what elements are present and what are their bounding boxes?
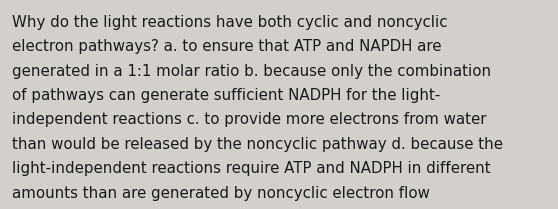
Text: electron pathways? a. to ensure that ATP and NAPDH are: electron pathways? a. to ensure that ATP… (12, 39, 442, 54)
Text: of pathways can generate sufficient NADPH for the light-: of pathways can generate sufficient NADP… (12, 88, 441, 103)
Text: light-independent reactions require ATP and NADPH in different: light-independent reactions require ATP … (12, 161, 491, 176)
Text: amounts than are generated by noncyclic electron flow: amounts than are generated by noncyclic … (12, 186, 430, 201)
Text: independent reactions c. to provide more electrons from water: independent reactions c. to provide more… (12, 112, 487, 127)
Text: than would be released by the noncyclic pathway d. because the: than would be released by the noncyclic … (12, 137, 503, 152)
Text: generated in a 1:1 molar ratio b. because only the combination: generated in a 1:1 molar ratio b. becaus… (12, 64, 492, 79)
Text: Why do the light reactions have both cyclic and noncyclic: Why do the light reactions have both cyc… (12, 15, 448, 30)
